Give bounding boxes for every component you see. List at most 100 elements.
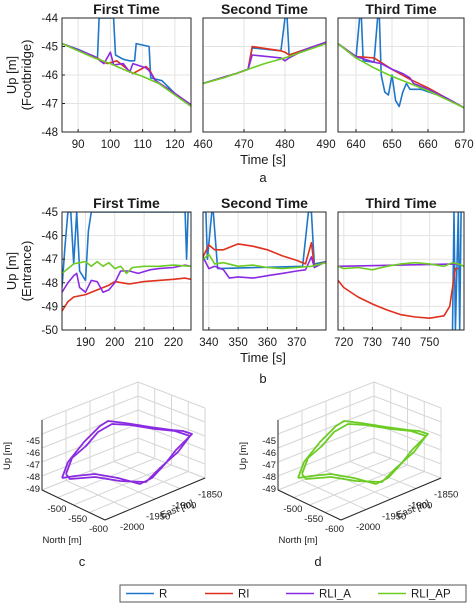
panel-label: c [79, 554, 86, 569]
x-tick-label: 90 [72, 139, 85, 151]
y-tick-label: -45 [41, 207, 58, 219]
subplot-a-2: 460 470 480 490 Second Time [193, 1, 335, 151]
series-ri [338, 267, 459, 319]
series-r [62, 212, 191, 288]
subplot-title: Second Time [221, 195, 308, 211]
x-tick-label: 460 [193, 139, 212, 151]
y-tick-label: -47 [41, 99, 58, 111]
z-tick-label: -48 [26, 472, 40, 483]
x-tick-label: 660 [418, 139, 437, 151]
y-tick-label: -45 [41, 42, 58, 54]
subplot-title: First Time [93, 195, 160, 211]
axes-frame [337, 17, 465, 133]
subplot-b-3: 720 730 740 750 Third Time [334, 195, 465, 349]
x-tick-label: 370 [287, 337, 306, 349]
subplot-title: Second Time [221, 1, 308, 17]
x-tick-label: 740 [391, 337, 410, 349]
subplot-b-1: 190 200 210 220 -45 -46 -47 -48 -49 -50 First Time [41, 195, 192, 349]
legend-label: R [159, 589, 167, 601]
x-axis-label: North [m] [278, 535, 317, 546]
y-tick-label: -2000 [356, 522, 380, 533]
axes-frame [61, 211, 192, 331]
z-tick-label: -47 [26, 460, 40, 471]
x-axis [277, 489, 342, 521]
z-axis-label: Up [m] [238, 442, 249, 470]
series-ri [203, 241, 326, 268]
y-axis-label: Up [m] [4, 56, 19, 94]
x-tick-label: 470 [234, 139, 253, 151]
x-tick-label: 340 [199, 337, 218, 349]
series-r [451, 212, 462, 330]
y-tick-label: -1900 [408, 500, 432, 511]
x-tick-label: -550 [68, 514, 87, 525]
panel-b: Up [m] (Entrance) 190 200 210 220 -45 -46 -47 -48… [4, 195, 465, 386]
x-tick-label: 220 [164, 337, 183, 349]
series-r [338, 18, 464, 109]
z-tick-label: -46 [26, 448, 40, 459]
y-axis [104, 477, 206, 521]
x-tick-label: 360 [258, 337, 277, 349]
grid-line [349, 461, 417, 489]
panel-label: a [259, 170, 267, 185]
series-rli-ap [338, 42, 464, 109]
y-tick-label: -48 [41, 278, 58, 290]
trajectory-rli-a [61, 420, 193, 485]
y-tick-label: -1950 [382, 511, 406, 522]
series-rli-a [203, 256, 326, 279]
x-tick-label: 190 [76, 337, 95, 349]
y-tick-label: -49 [41, 301, 58, 313]
y-tick-label: -47 [41, 254, 58, 266]
series-rli-ap [203, 42, 326, 85]
x-tick-label: 640 [346, 139, 365, 151]
y-tick-label: -2000 [120, 522, 144, 533]
x-tick-label: 730 [363, 337, 382, 349]
y-axis-label: Up [m] [4, 252, 19, 290]
subplot-a-3: 640 650 660 670 Third Time [337, 1, 474, 151]
series-rli-ap [62, 260, 191, 275]
x-axis-label: North [m] [42, 535, 81, 546]
series-rli-a [338, 42, 464, 109]
y-tick-label: -50 [41, 325, 58, 337]
legend: R RI RLI_A RLI_AP [119, 584, 467, 603]
y-tick-label: -46 [41, 70, 58, 82]
z-tick-label: -49 [26, 484, 40, 495]
x-tick-label: 650 [382, 139, 401, 151]
z-tick-label: -47 [262, 460, 276, 471]
panel-d: -45-46-47-48-49 Up [m] -500-550-600 North [… [238, 381, 458, 569]
x-tick-label: 750 [420, 337, 439, 349]
y-tick-label: -1850 [434, 489, 458, 500]
subplot-b-2: 340 350 360 370 Second Time [199, 195, 327, 349]
x-axis-label: Time [s] [240, 152, 286, 167]
y-tick-label: -44 [41, 13, 58, 25]
x-tick-label: 110 [133, 139, 151, 151]
subplot-title: Third Time [365, 195, 437, 211]
axes-frame [202, 17, 327, 133]
x-tick-label: -500 [283, 504, 302, 515]
x-tick-label: 670 [454, 139, 473, 151]
panel-c: -45-46-47-48-49 Up [m] -500-550-600 North [… [2, 381, 222, 569]
series-rli-a [62, 264, 191, 293]
grid-line [113, 461, 181, 489]
z-tick-label: -49 [262, 484, 276, 495]
z-tick-label: -45 [262, 436, 276, 447]
panel-label: d [314, 554, 321, 569]
legend-label: RLI_A [319, 589, 351, 601]
x-tick-label: 210 [134, 337, 153, 349]
y-axis [340, 477, 442, 521]
x-tick-label: 100 [101, 139, 120, 151]
trajectory-rli-ap [301, 423, 427, 483]
y-axis-label-sub: (Entrance) [19, 241, 34, 302]
y-axis-label-sub: (Footbridge) [19, 40, 34, 111]
x-tick-label: -500 [47, 504, 66, 515]
grid-line [89, 471, 189, 513]
z-tick-label: -48 [262, 472, 276, 483]
subplot-title: First Time [93, 1, 160, 17]
x-tick-label: 120 [165, 139, 184, 151]
y-tick-label: -48 [41, 127, 58, 139]
panel-label: b [259, 371, 266, 386]
grid-line [325, 471, 425, 513]
x-tick-label: 720 [334, 337, 353, 349]
z-tick-label: -46 [262, 448, 276, 459]
series-rli-ap [203, 253, 326, 270]
